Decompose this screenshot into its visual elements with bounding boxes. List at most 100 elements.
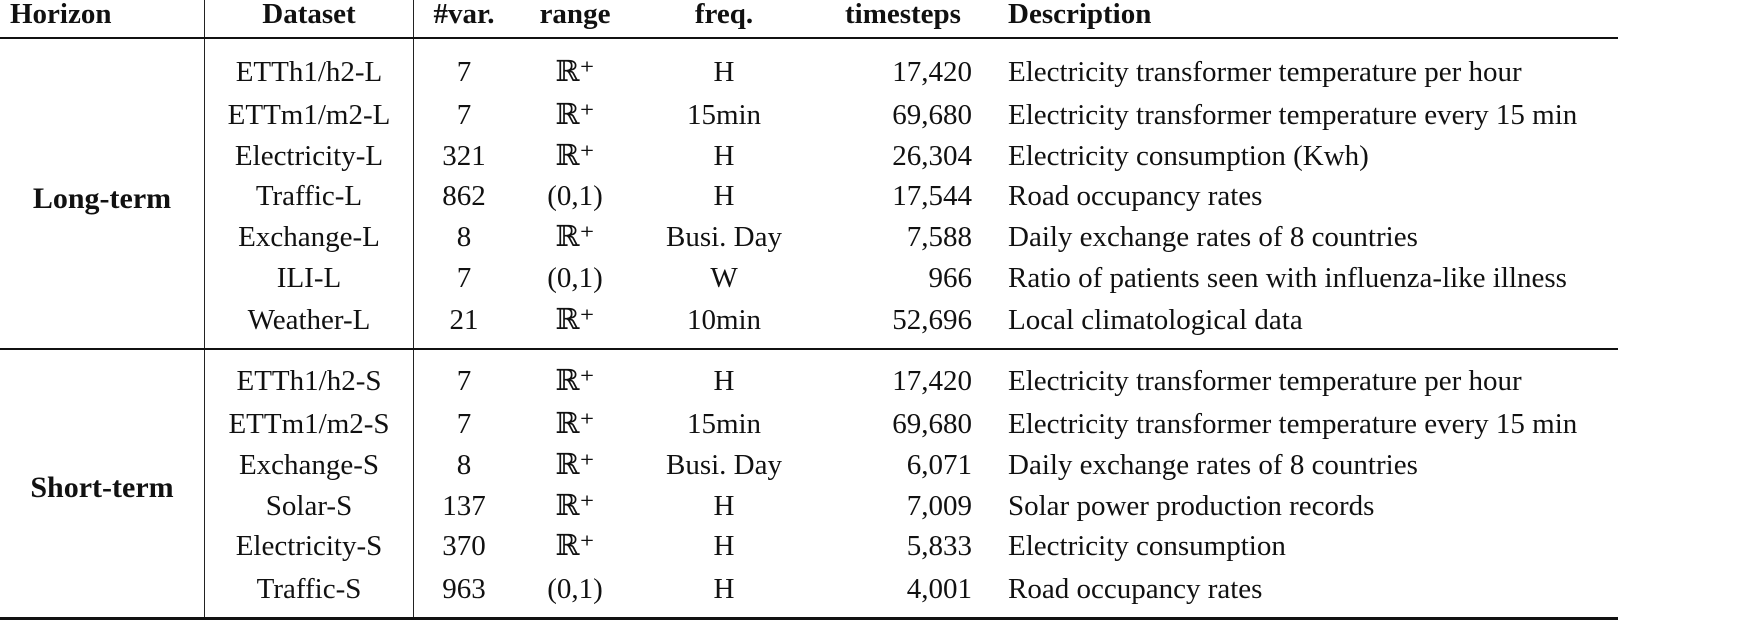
cell-timesteps: 69,680 — [892, 408, 972, 441]
cell-description: Electricity consumption (Kwh) — [1008, 139, 1369, 172]
cell-dataset: Weather-L — [204, 298, 414, 351]
table-row: Electricity-S 370 ℝ⁺ H 5,833 Electricity… — [0, 526, 1618, 568]
cell-description: Electricity transformer temperature per … — [1008, 364, 1522, 397]
cell-range: (0,1) — [514, 567, 636, 620]
cell-timesteps: 69,680 — [892, 98, 972, 131]
cell-timesteps: 4,001 — [812, 567, 994, 620]
cell-freq: H — [636, 567, 812, 620]
cell-timesteps: 17,420 — [892, 55, 972, 88]
cell-freq: Busi. Day — [666, 448, 782, 481]
cell-freq: 15min — [686, 408, 762, 441]
cell-freq: H — [713, 180, 735, 213]
table-row: Long-term ETTh1/h2-L 7 ℝ⁺ H 17,420 Elect… — [0, 38, 1618, 351]
cell-num-vars: 7 — [456, 98, 472, 131]
table-row: ILI-L 7 (0,1) W 966 Ratio of patients se… — [0, 257, 1618, 299]
cell-num-vars: 21 — [413, 298, 514, 351]
cell-timesteps: 52,696 — [812, 298, 994, 351]
cell-freq: W — [710, 261, 738, 294]
table-row: Electricity-L 321 ℝ⁺ H 26,304 Electricit… — [0, 135, 1618, 177]
dataset-table: Horizon Dataset #var. range freq. timest… — [0, 0, 1618, 620]
cell-description: Ratio of patients seen with influenza-li… — [1008, 261, 1567, 294]
cell-range: ℝ⁺ — [555, 98, 595, 131]
cell-description: Solar power production records — [1008, 489, 1375, 522]
cell-timesteps: 6,071 — [906, 448, 972, 481]
header-horizon: Horizon — [0, 0, 205, 39]
cell-range: ℝ⁺ — [555, 408, 595, 441]
cell-description: Daily exchange rates of 8 countries — [1008, 448, 1418, 481]
cell-timesteps: 7,009 — [906, 489, 972, 522]
cell-description: Daily exchange rates of 8 countries — [1008, 220, 1418, 253]
cell-dataset: ETTh1/h2-L — [204, 38, 414, 95]
table-row: Exchange-L 8 ℝ⁺ Busi. Day 7,588 Daily ex… — [0, 217, 1618, 258]
header-description: Description — [994, 0, 1618, 39]
cell-freq: H — [713, 489, 735, 522]
group-short-term: Short-term ETTh1/h2-S 7 ℝ⁺ H 17,420 Elec… — [0, 349, 1618, 620]
group-long-term: Long-term ETTh1/h2-L 7 ℝ⁺ H 17,420 Elect… — [0, 38, 1618, 351]
table-header: Horizon Dataset #var. range freq. timest… — [0, 0, 1618, 39]
cell-timesteps: 966 — [928, 261, 973, 294]
cell-range: (0,1) — [547, 261, 603, 294]
cell-num-vars: 7 — [456, 55, 472, 88]
cell-num-vars: 7 — [456, 364, 472, 397]
cell-num-vars: 8 — [456, 220, 472, 253]
cell-range: ℝ⁺ — [555, 489, 595, 522]
cell-num-vars: 370 — [442, 530, 486, 563]
header-num-vars: #var. — [413, 0, 514, 39]
cell-range: ℝ⁺ — [555, 220, 595, 253]
cell-dataset: ETTh1/h2-S — [204, 349, 414, 405]
table-row: Exchange-S 8 ℝ⁺ Busi. Day 6,071 Daily ex… — [0, 445, 1618, 486]
header-row: Horizon Dataset #var. range freq. timest… — [0, 0, 1618, 39]
table-row: ETTm1/m2-L 7 ℝ⁺ 15min 69,680 Electricity… — [0, 95, 1618, 136]
cell-range: ℝ⁺ — [555, 55, 595, 88]
cell-num-vars: 321 — [442, 139, 486, 172]
cell-freq: H — [713, 364, 735, 397]
cell-dataset: Electricity-S — [204, 526, 414, 568]
cell-description: Electricity transformer temperature ever… — [1008, 408, 1578, 441]
cell-num-vars: 7 — [456, 408, 472, 441]
cell-range: ℝ⁺ — [514, 298, 636, 351]
cell-freq: Busi. Day — [666, 220, 782, 253]
cell-dataset: ETTm1/m2-S — [204, 404, 414, 446]
cell-description: Local climatological data — [994, 298, 1618, 351]
cell-description: Electricity transformer temperature ever… — [1008, 98, 1578, 131]
table-row: Weather-L 21 ℝ⁺ 10min 52,696 Local clima… — [0, 298, 1618, 351]
cell-range: ℝ⁺ — [555, 448, 595, 481]
cell-dataset: Traffic-L — [204, 176, 414, 218]
cell-num-vars: 137 — [442, 489, 486, 522]
header-range: range — [514, 0, 636, 39]
cell-dataset: Electricity-L — [204, 135, 414, 177]
cell-freq: H — [713, 55, 735, 88]
cell-range: ℝ⁺ — [555, 530, 595, 563]
cell-freq: H — [713, 139, 735, 172]
header-timesteps: timesteps — [812, 0, 994, 39]
cell-num-vars: 7 — [456, 261, 472, 294]
header-freq: freq. — [636, 0, 812, 39]
cell-timesteps: 17,420 — [892, 364, 972, 397]
cell-num-vars: 963 — [413, 567, 514, 620]
cell-description: Electricity transformer temperature per … — [1008, 55, 1522, 88]
cell-timesteps: 26,304 — [892, 139, 972, 172]
cell-timesteps: 7,588 — [906, 220, 972, 253]
cell-num-vars: 8 — [456, 448, 472, 481]
cell-freq: H — [713, 530, 735, 563]
cell-description: Road occupancy rates — [1008, 180, 1263, 213]
group-label-short-term: Short-term — [0, 349, 205, 620]
cell-dataset: Exchange-S — [204, 445, 414, 486]
cell-timesteps: 17,544 — [892, 180, 972, 213]
cell-description: Electricity consumption — [1008, 530, 1286, 563]
table-row: ETTm1/m2-S 7 ℝ⁺ 15min 69,680 Electricity… — [0, 404, 1618, 446]
cell-freq: 10min — [636, 298, 812, 351]
cell-timesteps: 5,833 — [906, 530, 972, 563]
cell-range: (0,1) — [547, 180, 603, 213]
cell-dataset: Exchange-L — [204, 217, 414, 258]
cell-range: ℝ⁺ — [555, 139, 595, 172]
cell-dataset: ILI-L — [204, 257, 414, 299]
cell-num-vars: 862 — [442, 180, 486, 213]
table-row: Traffic-S 963 (0,1) H 4,001 Road occupan… — [0, 567, 1618, 620]
cell-dataset: Solar-S — [204, 485, 414, 527]
cell-dataset: Traffic-S — [204, 567, 414, 620]
cell-freq: 15min — [686, 98, 762, 131]
group-label-long-term: Long-term — [0, 38, 205, 351]
table-row: Short-term ETTh1/h2-S 7 ℝ⁺ H 17,420 Elec… — [0, 349, 1618, 620]
